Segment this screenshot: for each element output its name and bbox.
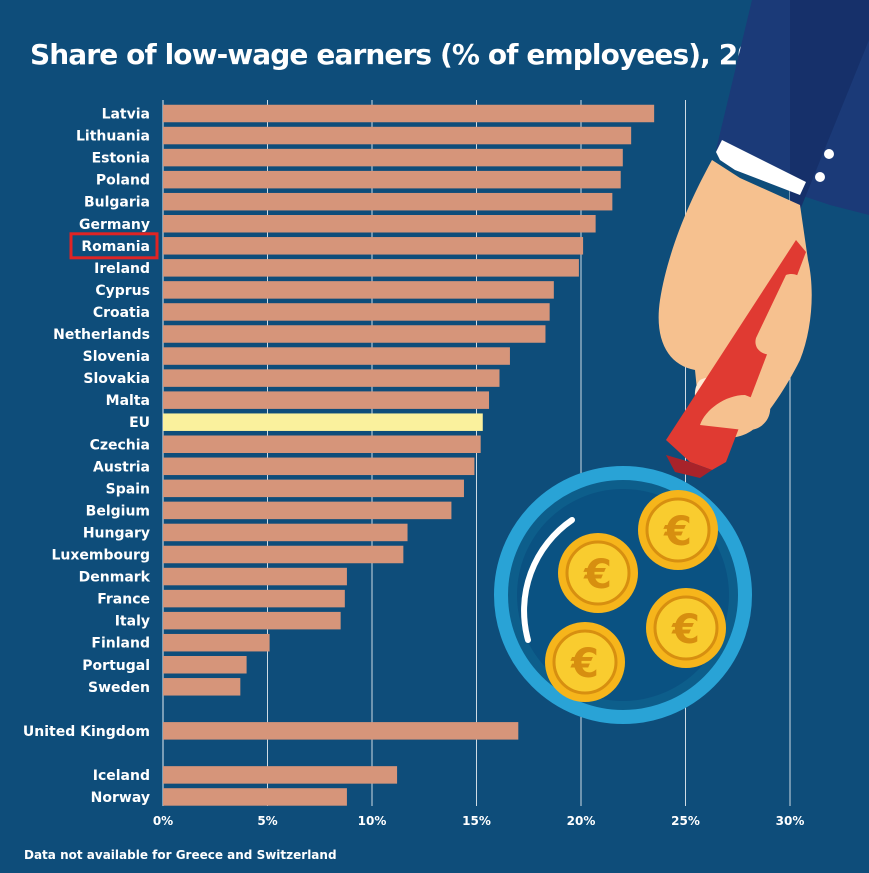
category-label: Cyprus: [95, 283, 150, 299]
category-label: Lithuania: [76, 129, 150, 145]
bar-united-kingdom: [163, 722, 519, 740]
x-tick-label: 25%: [671, 814, 700, 828]
bar-france: [163, 589, 345, 608]
euro-coin-icon: €: [558, 533, 638, 613]
bar-spain: [163, 479, 464, 498]
bar-luxembourg: [163, 545, 404, 564]
euro-coin-icon: €: [638, 490, 718, 570]
bar-denmark: [163, 567, 347, 586]
category-label: Malta: [106, 393, 150, 409]
x-tick-label: 10%: [358, 814, 387, 828]
category-label: Netherlands: [53, 327, 150, 343]
svg-text:€: €: [663, 509, 692, 555]
category-label: Slovakia: [83, 371, 150, 387]
category-label: Belgium: [86, 503, 150, 519]
category-label: Sweden: [88, 680, 150, 696]
x-tick-label: 30%: [776, 814, 805, 828]
category-label: Portugal: [82, 658, 150, 674]
euro-coin-icon: €: [545, 622, 625, 702]
bar-belgium: [163, 501, 452, 520]
category-label: Germany: [79, 217, 150, 233]
bar-portugal: [163, 656, 247, 674]
bar-malta: [163, 391, 490, 409]
bar-finland: [163, 633, 270, 652]
bar-estonia: [163, 148, 623, 167]
svg-text:€: €: [671, 607, 700, 653]
category-label: United Kingdom: [23, 724, 150, 740]
bar-netherlands: [163, 325, 546, 343]
euro-coin-icon: €: [646, 588, 726, 668]
category-label: Ireland: [94, 261, 150, 277]
bar-slovenia: [163, 347, 510, 365]
bar-poland: [163, 170, 621, 189]
category-label: Iceland: [93, 768, 150, 784]
x-tick-label: 0%: [153, 814, 173, 828]
bar-iceland: [163, 766, 398, 784]
x-tick-label: 15%: [462, 814, 491, 828]
category-label: France: [97, 592, 150, 608]
x-axis-ticks: 0% 5% 10% 15% 20% 25% 30%: [153, 814, 805, 828]
bar-austria: [163, 457, 475, 476]
category-label: Finland: [91, 636, 150, 652]
category-labels: Latvia Lithuania Estonia Poland Bulgaria Germ…: [23, 107, 159, 806]
bar-ireland: [163, 259, 579, 277]
bar-cyprus: [163, 281, 554, 299]
bar-hungary: [163, 523, 408, 542]
bar-czechia: [163, 435, 481, 453]
category-label: Italy: [115, 614, 150, 630]
category-label: Croatia: [93, 305, 150, 321]
x-tick-label: 5%: [257, 814, 277, 828]
bar-italy: [163, 611, 341, 630]
bar-latvia: [163, 104, 655, 123]
category-label: Slovenia: [83, 349, 150, 365]
category-label: Bulgaria: [84, 195, 150, 211]
svg-text:€: €: [583, 552, 612, 598]
highlight-box: [69, 232, 159, 260]
category-label: EU: [129, 415, 150, 431]
category-label: Luxembourg: [51, 548, 150, 564]
footnote: Data not available for Greece and Switze…: [24, 848, 337, 862]
bar-slovakia: [163, 369, 500, 387]
bar-eu: [163, 413, 483, 431]
category-label: Denmark: [79, 570, 151, 586]
chart-title: Share of low-wage earners (% of employee…: [30, 38, 794, 71]
category-label: Spain: [106, 481, 150, 497]
x-tick-label: 20%: [567, 814, 596, 828]
category-label: Austria: [93, 459, 150, 475]
category-label: Norway: [91, 790, 150, 806]
category-label: Latvia: [102, 107, 150, 123]
svg-text:€: €: [570, 641, 599, 687]
bars-layer: [163, 104, 655, 806]
hand-icon: [658, 0, 869, 438]
bar-norway: [163, 788, 347, 806]
category-label: Romania: [81, 239, 150, 255]
category-label: Poland: [96, 173, 150, 189]
category-label: Estonia: [92, 151, 150, 167]
category-label: Hungary: [83, 525, 150, 541]
bar-romania: [163, 237, 584, 255]
bar-germany: [163, 215, 596, 233]
bar-lithuania: [163, 126, 632, 145]
bar-sweden: [163, 678, 241, 696]
category-label: Czechia: [90, 437, 150, 453]
bar-bulgaria: [163, 192, 613, 211]
bar-croatia: [163, 303, 550, 321]
